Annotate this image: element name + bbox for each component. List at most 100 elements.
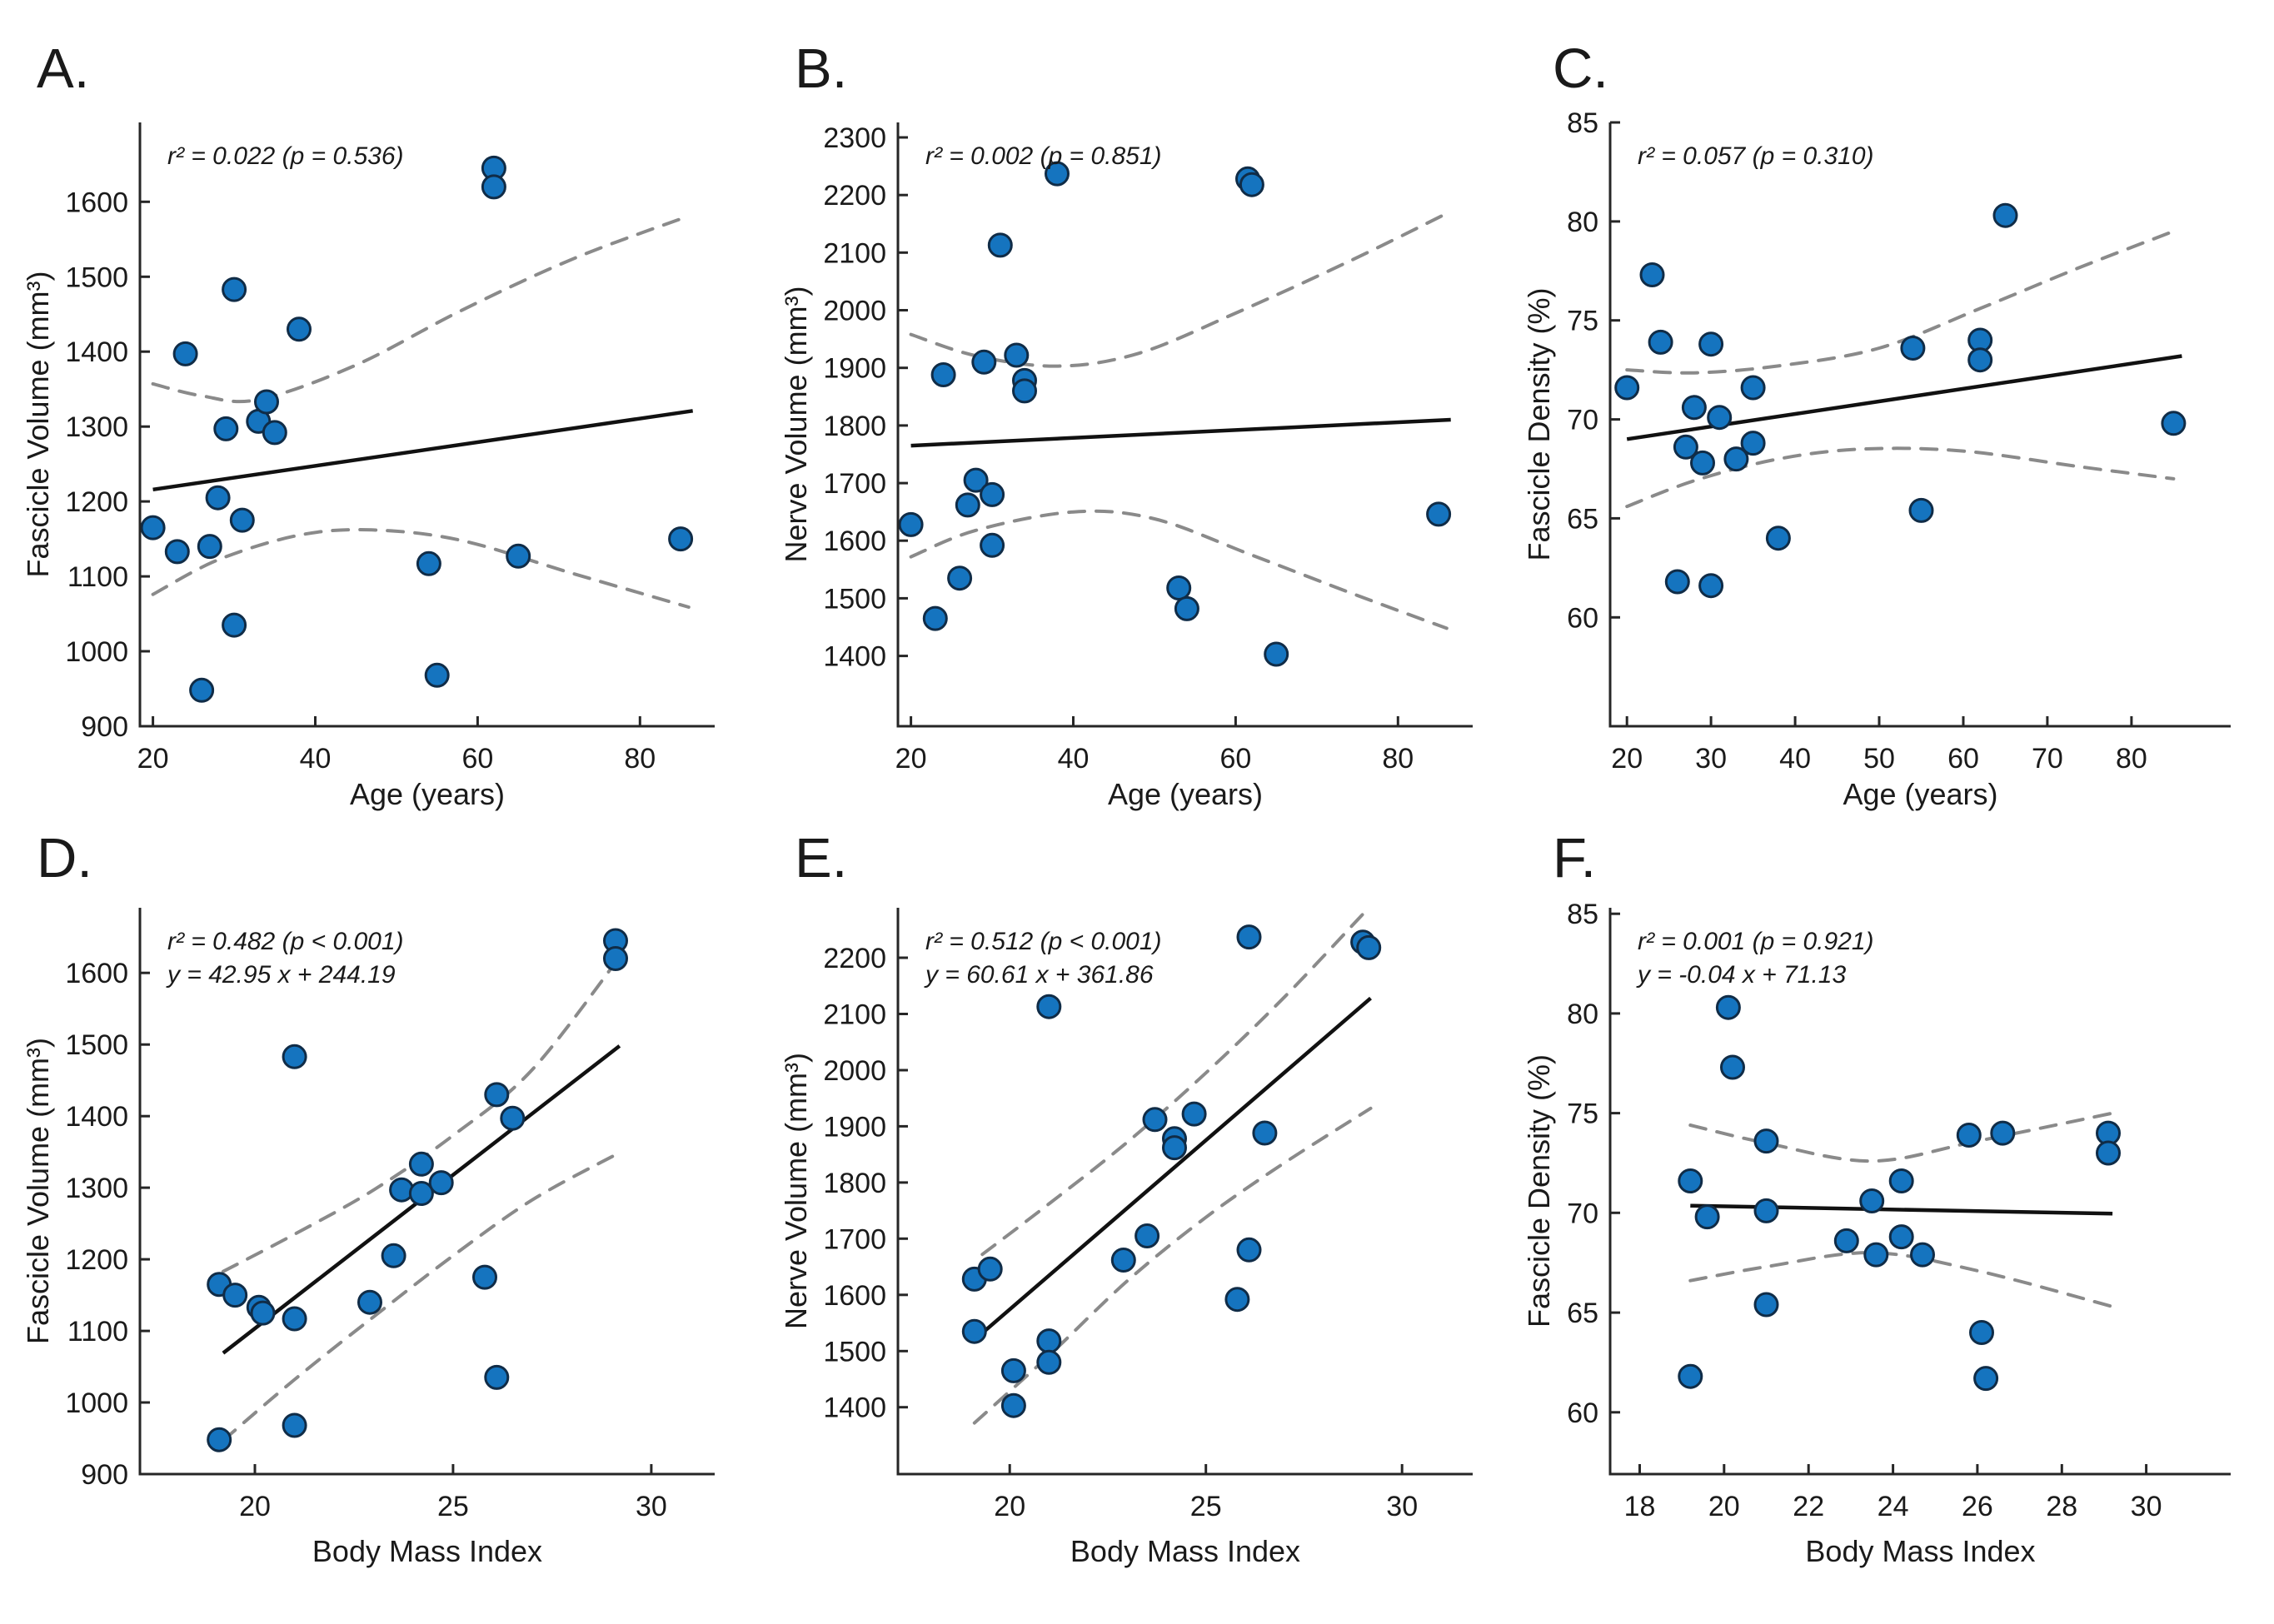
x-tick-label: 25 [1190, 1491, 1222, 1522]
scatter-point [1110, 1248, 1136, 1273]
scatter-point [1720, 1054, 1745, 1080]
scatter-point [987, 232, 1013, 258]
y-tick-label: 1400 [823, 1392, 886, 1424]
panel-c: 20 30 40 50 60 70 80 60 65 70 75 80 85 Age (years) Fas… [1516, 0, 2274, 812]
x-tick-label: 24 [1878, 1491, 1909, 1522]
scatter-point [1181, 1101, 1207, 1127]
y-axis-label: Nerve Volume (mm³) [779, 1053, 813, 1329]
scatter-point [1900, 336, 1926, 361]
scatter-point [1236, 924, 1262, 950]
scatter-point [1888, 1168, 1914, 1193]
y-axis-label: Fascicle Volume (mm³) [21, 271, 55, 577]
x-tick-label: 20 [1708, 1491, 1740, 1522]
panel-e-plot: 20 25 30 1400 1500 1600 1700 1800 1900 2000 2100 22… [779, 827, 1473, 1568]
scatter-point [1698, 573, 1724, 599]
scatter-point [1863, 1242, 1889, 1268]
scatter-point [262, 420, 287, 446]
panel-b: 20 40 60 80 1400 1500 1600 1700 1800 1900 2000 2100… [758, 0, 1516, 812]
axes-spines [896, 908, 1473, 1476]
y-tick-label: 1200 [65, 1244, 128, 1276]
r-squared-annotation: r² = 0.512 (p < 0.001) [925, 928, 1162, 955]
scatter-point [1648, 329, 1673, 355]
ci-lower-curve [151, 527, 691, 609]
y-axis-label: Fascicle Volume (mm³) [21, 1038, 55, 1344]
scatter-point [282, 1412, 307, 1438]
panel-a: 20 40 60 80 900 1000 1100 1200 1300 1400 1500 1600 A… [0, 0, 758, 812]
x-tick-label: 40 [300, 743, 332, 775]
scatter-point [205, 485, 231, 511]
y-tick-label: 1000 [65, 636, 128, 668]
y-tick-label: 1900 [823, 1111, 886, 1143]
y-tick-label: 85 [1567, 899, 1598, 930]
y-tick-label: 1800 [823, 1168, 886, 1199]
scatter-point [1239, 172, 1264, 197]
y-tick-label: 1600 [65, 958, 128, 989]
scatter-point [408, 1151, 434, 1177]
scatter-point [1000, 1357, 1026, 1383]
x-tick-label: 60 [461, 743, 493, 775]
y-tick-label: 65 [1567, 1298, 1598, 1329]
x-tick-label: 60 [1219, 743, 1251, 775]
panel-c-plot: 20 30 40 50 60 70 80 60 65 70 75 80 85 Age (years) Fas… [1522, 37, 2231, 811]
panel-b-plot: 20 40 60 80 1400 1500 1600 1700 1800 1900 2000 2100… [779, 37, 1473, 811]
x-tick-label: 30 [1386, 1491, 1418, 1522]
scatter-point [424, 662, 450, 688]
x-axis-label: Age (years) [1108, 777, 1263, 811]
x-tick-label: 80 [624, 743, 656, 775]
y-tick-label: 1500 [65, 1029, 128, 1061]
panel-letter: A. [37, 37, 89, 100]
r-squared-annotation: r² = 0.482 (p < 0.001) [167, 928, 404, 955]
scatter-point [472, 1264, 497, 1290]
scatter-point [1639, 262, 1665, 287]
panel-d-plot: 20 25 30 900 1000 1100 1200 1300 1400 1500 1600 Bod… [21, 827, 715, 1568]
scatter-point [2096, 1140, 2121, 1166]
y-tick-label: 2100 [823, 237, 886, 269]
scatter-point [164, 539, 190, 565]
ci-upper-curve [980, 908, 1369, 1257]
scatter-point [229, 507, 255, 533]
fit-line [1626, 354, 2182, 441]
x-tick-label: 30 [1695, 743, 1727, 775]
r-squared-annotation: r² = 0.057 (p = 0.310) [1638, 142, 1874, 170]
y-tick-label: 1400 [823, 641, 886, 673]
scatter-point [977, 1256, 1003, 1282]
scatter-point [1036, 1328, 1062, 1354]
scatter-point [1956, 1123, 1982, 1148]
scatter-point [500, 1105, 526, 1131]
scatter-point [1967, 347, 1993, 373]
scatter-point [1859, 1188, 1885, 1213]
y-tick-label: 70 [1567, 1198, 1598, 1229]
y-axis-label: Fascicle Density (%) [1522, 1054, 1556, 1328]
scatter-point [1678, 1363, 1703, 1389]
panel-e: 20 25 30 1400 1500 1600 1700 1800 1900 2000 2100 22… [758, 812, 1516, 1624]
scatter-point [2161, 411, 2187, 436]
panel-letter: B. [795, 37, 847, 100]
axes-spines [1608, 908, 2231, 1476]
fit-equation-annotation: y = -0.04 x + 71.13 [1636, 961, 1846, 989]
fit-line [910, 417, 1451, 448]
y-tick-label: 70 [1567, 405, 1598, 436]
scatter-point [1166, 575, 1192, 600]
scatter-point [980, 532, 1005, 558]
y-tick-label: 1100 [67, 1316, 128, 1348]
y-tick-label: 65 [1567, 503, 1598, 535]
scatter-point [484, 1082, 510, 1108]
x-tick-label: 20 [895, 743, 927, 775]
scatter-point [1664, 569, 1690, 595]
y-tick-label: 900 [81, 1459, 128, 1491]
y-axis-label: Nerve Volume (mm³) [779, 286, 813, 562]
y-tick-label: 1200 [65, 486, 128, 518]
scatter-point [1707, 405, 1733, 431]
x-tick-label: 20 [137, 743, 169, 775]
scatter-point [947, 565, 973, 591]
y-tick-label: 80 [1567, 207, 1598, 238]
scatter-point [1910, 1242, 1935, 1268]
scatter-point [172, 341, 198, 366]
scatter-point [1715, 994, 1741, 1020]
scatter-point [1678, 1168, 1703, 1193]
ci-lower-curve [909, 509, 1449, 630]
y-tick-label: 1500 [823, 1336, 886, 1367]
ci-lower-curve [1625, 446, 2176, 509]
scatter-point [930, 362, 956, 387]
scatter-point [1614, 375, 1640, 401]
